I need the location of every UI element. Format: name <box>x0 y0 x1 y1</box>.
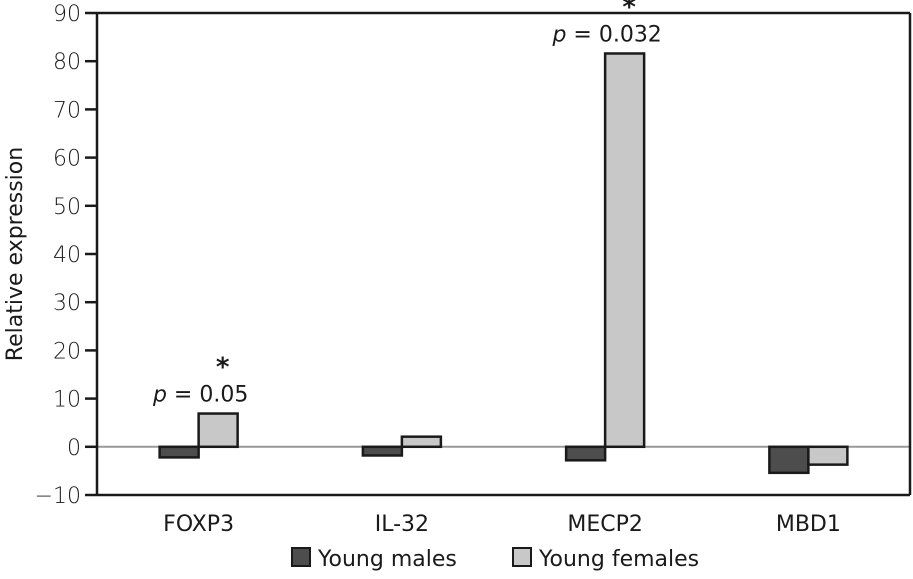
y-tick-label: 40 <box>53 243 81 268</box>
y-tick-label: −10 <box>35 484 81 509</box>
significance-star: * <box>216 353 230 383</box>
x-tick-label: MECP2 <box>567 512 643 537</box>
bar-females-mbd1 <box>807 445 849 466</box>
p-symbol: p <box>551 22 566 47</box>
p-value-annotation: p = 0.05 <box>152 383 248 408</box>
y-tick-label: 80 <box>53 50 81 75</box>
legend-label-males: Young males <box>317 547 457 572</box>
x-tick-label: MBD1 <box>776 512 841 537</box>
y-tick-label: 60 <box>53 147 81 172</box>
y-tick-label: 10 <box>53 388 81 413</box>
y-tick-label: 20 <box>53 339 81 364</box>
x-tick-label: IL-32 <box>375 512 429 537</box>
bar-males-il-32 <box>361 445 404 457</box>
bar-males-foxp3 <box>158 445 200 459</box>
legend-label-females: Young females <box>538 547 699 572</box>
legend: Young males Young females <box>291 547 699 572</box>
p-value-annotation: p = 0.032 <box>551 22 661 47</box>
bar-females-mecp2 <box>603 52 646 449</box>
bar-males-mbd1 <box>768 445 810 475</box>
legend-swatch-males <box>291 547 311 567</box>
y-tick-label: 0 <box>67 436 81 461</box>
significance-star: * <box>622 0 636 22</box>
y-tick-label: 50 <box>53 195 81 220</box>
bar-females-il-32 <box>400 435 443 449</box>
legend-swatch-females <box>512 547 532 567</box>
y-tick-label: 30 <box>53 291 81 316</box>
bar-males-mecp2 <box>564 445 607 462</box>
p-symbol: p <box>152 383 167 408</box>
x-tick-label: FOXP3 <box>163 512 234 537</box>
y-axis-label: Relative expression <box>3 147 28 361</box>
bar-females-foxp3 <box>197 412 239 449</box>
p-value-text: = 0.05 <box>167 383 248 408</box>
y-tick-label: 70 <box>53 98 81 123</box>
y-tick-label: 90 <box>53 2 81 27</box>
p-value-text: = 0.032 <box>566 22 661 47</box>
